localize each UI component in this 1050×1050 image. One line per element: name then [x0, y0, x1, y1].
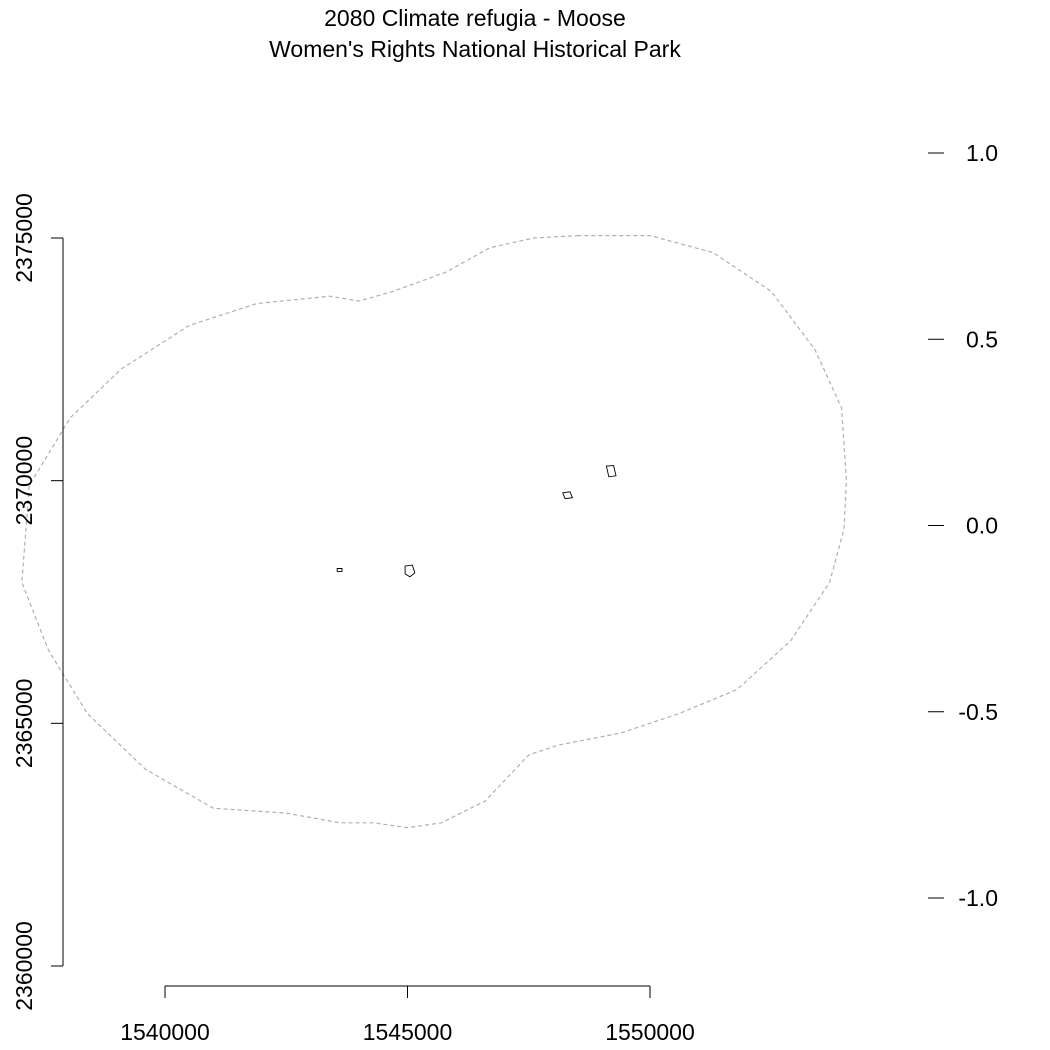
park-units-layer: [336, 465, 617, 578]
y-tick-label: 2370000: [11, 436, 37, 526]
legend-tick-label: -0.5: [958, 699, 998, 725]
legend-tick-label: 1.0: [966, 140, 998, 166]
park-unit-1: [336, 568, 343, 572]
park-unit-3: [562, 491, 574, 500]
y-tick-label: 2375000: [11, 193, 37, 283]
park-unit-4: [605, 465, 617, 478]
map-title-line2: Women's Rights National Historical Park: [269, 36, 681, 62]
x-tick-label: 1540000: [120, 1019, 210, 1045]
legend-tick-label: -1.0: [958, 885, 998, 911]
x-tick-label: 1550000: [605, 1019, 695, 1045]
y-tick-label: 2360000: [11, 921, 37, 1011]
y-tick-label: 2365000: [11, 679, 37, 769]
legend-tick-label: 0.0: [966, 513, 998, 539]
park-unit-2: [404, 564, 416, 578]
park-buffer-boundary: [21, 235, 848, 829]
buffer-layer: [21, 235, 848, 829]
x-tick-label: 1545000: [363, 1019, 453, 1045]
legend-scale-axis: 1.0 0.5 0.0 -0.5 -1.0: [928, 140, 998, 911]
y-axis: 2360000 2365000 2370000 2375000: [11, 193, 64, 1011]
map-title-line1: 2080 Climate refugia - Moose: [324, 5, 626, 31]
legend-tick-label: 0.5: [966, 326, 998, 352]
x-axis: 1540000 1545000 1550000: [120, 985, 695, 1045]
